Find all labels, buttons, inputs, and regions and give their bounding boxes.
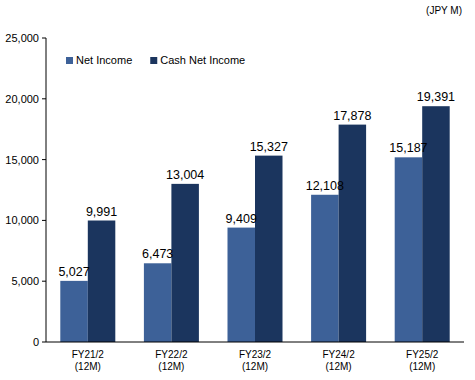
- data-label: 15,187: [389, 141, 427, 155]
- y-tick: [42, 281, 46, 282]
- legend-label: Cash Net Income: [160, 54, 245, 66]
- legend-swatch: [66, 57, 73, 64]
- x-tick-label: FY25/2(12M): [406, 349, 439, 372]
- y-tick-label: 5,000: [11, 275, 39, 287]
- bar: [228, 228, 256, 342]
- data-label: 9,991: [86, 205, 117, 219]
- data-label: 9,409: [226, 212, 257, 226]
- x-tick-label: FY24/2(12M): [322, 349, 355, 372]
- y-tick-label: 0: [33, 336, 39, 348]
- bar: [311, 195, 339, 342]
- y-tick-label: 10,000: [5, 214, 39, 226]
- chart-container: 5,027 6,473 9,409 12,108 15,187 9,991 13,004 15…: [0, 0, 475, 380]
- data-label: 17,878: [333, 109, 371, 123]
- y-tick-label: 20,000: [5, 93, 39, 105]
- y-tick: [42, 159, 46, 160]
- y-tick: [42, 342, 46, 343]
- data-label: 6,473: [142, 247, 173, 261]
- data-label: 13,004: [166, 168, 204, 182]
- bar: [395, 157, 423, 342]
- bar: [88, 221, 116, 342]
- x-tick-label: FY22/2(12M): [155, 349, 188, 372]
- y-axis-line: [46, 38, 47, 342]
- bar: [60, 281, 88, 342]
- bar: [171, 184, 199, 342]
- legend-swatch: [150, 57, 157, 64]
- y-tick: [42, 98, 46, 99]
- bar: [339, 125, 367, 342]
- chart-svg: 5,027 6,473 9,409 12,108 15,187 9,991 13,004 15…: [0, 0, 475, 380]
- x-axis-line: [46, 342, 464, 343]
- data-label: 5,027: [58, 265, 89, 279]
- y-tick: [42, 220, 46, 221]
- data-label: 15,327: [250, 140, 288, 154]
- unit-label: (JPY M): [426, 5, 462, 16]
- legend: Net Income Cash Net Income: [66, 54, 245, 66]
- data-label: 19,391: [417, 90, 455, 104]
- data-label: 12,108: [306, 179, 344, 193]
- y-tick-label: 15,000: [5, 154, 39, 166]
- bar: [144, 263, 172, 342]
- bars: [60, 106, 449, 342]
- x-tick-label: FY21/2(12M): [72, 349, 105, 372]
- legend-label: Net Income: [76, 54, 132, 66]
- x-tick-label: FY23/2(12M): [239, 349, 272, 372]
- y-tick: [42, 38, 46, 39]
- y-tick-label: 25,000: [5, 32, 39, 44]
- bar: [255, 156, 283, 342]
